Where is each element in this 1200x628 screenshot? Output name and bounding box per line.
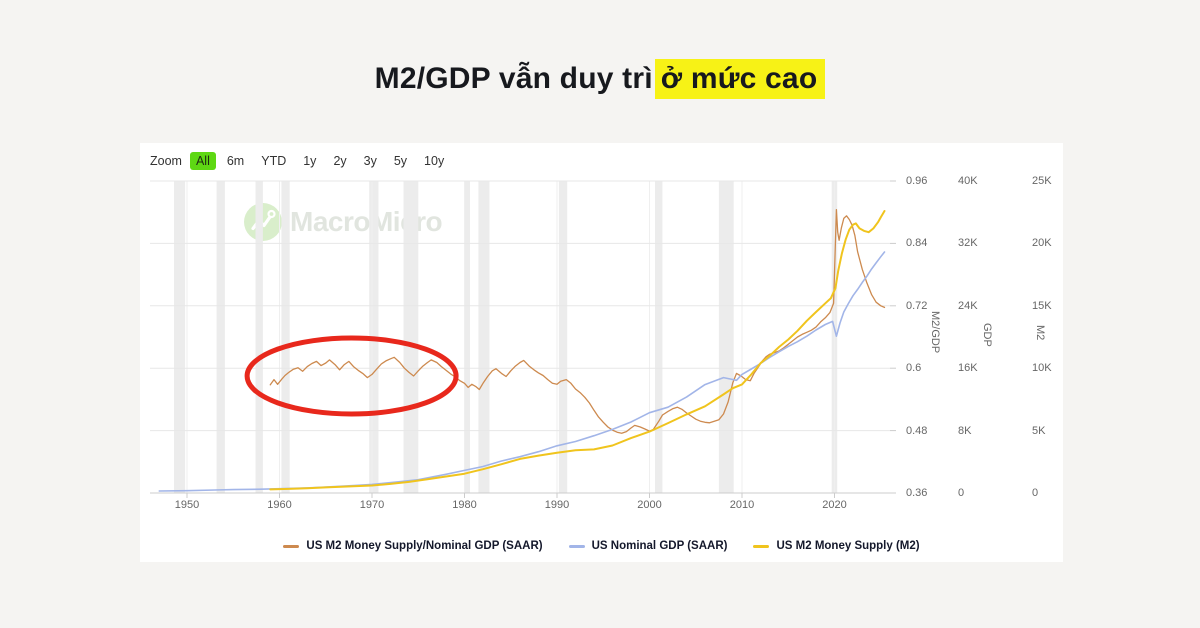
zoom-range-10y[interactable]: 10y: [424, 154, 445, 168]
m2-tick-label: 20K: [1032, 237, 1052, 250]
ratio-tick-label: 0.36: [906, 487, 928, 499]
recession-band: [403, 181, 419, 493]
ratio-tick-label: 0.96: [906, 175, 928, 187]
chart-card: Zoom All 6m YTD 1y 2y 3y 5y 10y MacroMicro 1950…: [140, 143, 1063, 562]
legend-series-label: US Nominal GDP (SAAR): [591, 540, 728, 552]
page-title: M2/GDP vẫn duy trì ở mức cao: [0, 56, 1200, 102]
gdp-tick-label: 16K: [958, 362, 978, 375]
m2-tick-label: 5K: [1032, 424, 1046, 437]
legend-series-label: US M2 Money Supply (M2): [776, 540, 920, 552]
x-tick-label: 1950: [174, 499, 200, 511]
recession-band: [174, 181, 186, 493]
gdp-tick-label: 8K: [958, 424, 972, 437]
m2-tick-label: 0: [1032, 487, 1039, 499]
x-tick-label: 1990: [544, 499, 570, 511]
recession-band: [464, 181, 470, 493]
zoom-range-all[interactable]: All: [189, 152, 216, 170]
series-line[interactable]: [158, 251, 886, 492]
chart-plot-area[interactable]: [150, 180, 897, 499]
x-axis-labels: 1950 1960 1970 1980 1990 2000 2010 2020: [150, 499, 890, 513]
ratio-tick-label: 0.84: [906, 237, 928, 250]
ratio-tick-label: 0.6: [906, 362, 922, 375]
legend-item[interactable]: US M2 Money Supply (M2): [753, 540, 920, 552]
zoom-range-6m[interactable]: 6m: [226, 154, 245, 168]
zoom-range-1y[interactable]: 1y: [303, 154, 317, 168]
series-line[interactable]: [269, 208, 886, 434]
legend-series-dash-icon: [283, 544, 300, 548]
zoom-range-ytd[interactable]: YTD: [261, 154, 287, 168]
recession-band: [255, 181, 263, 493]
gdp-tick-label: 32K: [958, 237, 978, 250]
recession-band: [281, 181, 290, 493]
legend-series-dash-icon: [568, 544, 585, 548]
gdp-tick-label: 24K: [958, 299, 978, 312]
legend-series-dash-icon: [753, 544, 770, 548]
series-line[interactable]: [269, 210, 886, 491]
x-tick-label: 2000: [637, 499, 662, 511]
recession-band: [478, 181, 490, 493]
m2-tick-label: 25K: [1032, 175, 1052, 187]
recession-band: [655, 181, 663, 493]
legend: US M2 Money Supply/Nominal GDP (SAAR) US …: [140, 537, 1063, 555]
x-tick-label: 2010: [729, 499, 755, 511]
zoom-range-buttons: All 6m YTD 1y 2y 3y 5y 10y: [189, 152, 455, 170]
recession-band: [216, 181, 225, 493]
zoom-range-5y[interactable]: 5y: [393, 154, 408, 168]
gdp-tick-label: 0: [958, 487, 965, 499]
gdp-axis-title: GDP: [981, 323, 993, 347]
ratio-tick-label: 0.72: [906, 299, 928, 312]
zoom-range-2y[interactable]: 2y: [333, 154, 347, 168]
page-title-text: M2/GDP vẫn duy trì: [374, 62, 653, 95]
x-tick-label: 1960: [267, 499, 292, 511]
zoom-label: Zoom: [150, 154, 182, 168]
legend-item[interactable]: US M2 Money Supply/Nominal GDP (SAAR): [283, 540, 543, 552]
legend-series-label: US M2 Money Supply/Nominal GDP (SAAR): [306, 540, 543, 552]
highlight-ellipse-annotation: [244, 335, 459, 417]
recession-band: [558, 181, 568, 493]
ratio-tick-label: 0.48: [906, 424, 928, 437]
page-title-highlight: ở mức cao: [654, 59, 826, 99]
x-tick-label: 1970: [359, 499, 385, 511]
m2-tick-label: 15K: [1032, 299, 1052, 312]
m2-axis-title: M2: [1034, 325, 1046, 341]
m2-tick-label: 10K: [1032, 362, 1052, 375]
recession-band: [718, 181, 734, 493]
legend-item[interactable]: US Nominal GDP (SAAR): [568, 540, 728, 552]
zoom-range-3y[interactable]: 3y: [363, 154, 377, 168]
x-tick-label: 2020: [822, 499, 847, 511]
ratio-axis-title: M2/GDP: [929, 311, 941, 354]
zoom-toolbar: Zoom All 6m YTD 1y 2y 3y 5y 10y: [150, 150, 455, 172]
gdp-tick-label: 40K: [958, 175, 978, 187]
x-tick-label: 1980: [452, 499, 477, 511]
